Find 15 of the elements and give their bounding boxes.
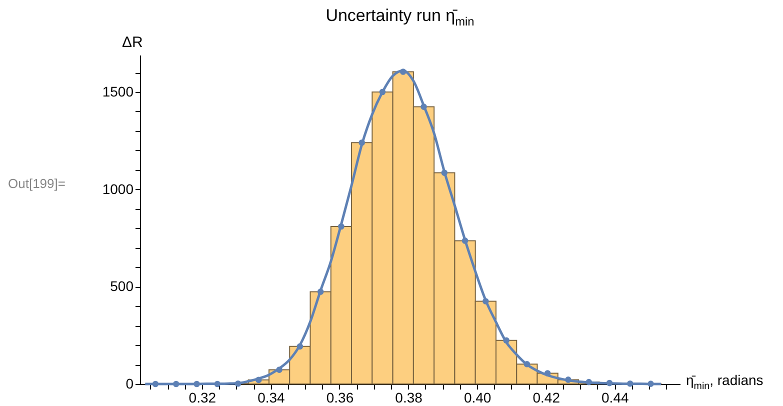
y-tick-label: 0 — [126, 376, 134, 392]
x-tick-label: 0.40 — [464, 390, 492, 406]
x-tick-label: 0.44 — [602, 390, 629, 406]
chart-title: Uncertainty run η̄$_{min}$ — [324, 6, 476, 28]
y-tick-label: 1000 — [102, 180, 134, 197]
text: Out[199]= — [8, 176, 66, 191]
y-axis-title: ΔR — [122, 34, 143, 51]
x-tick-label: 0.42 — [532, 390, 560, 406]
x-tick-label: 0.38 — [395, 390, 423, 406]
x-tick-label: 0.32 — [188, 390, 216, 406]
x-tick-label: 0.36 — [326, 390, 354, 406]
x-axis-title: η̄$_{min}$, radians — [686, 372, 764, 392]
y-tick-label: 1500 — [102, 83, 134, 100]
y-tick-label: 500 — [110, 278, 134, 294]
x-tick-label: 0.34 — [258, 390, 286, 406]
